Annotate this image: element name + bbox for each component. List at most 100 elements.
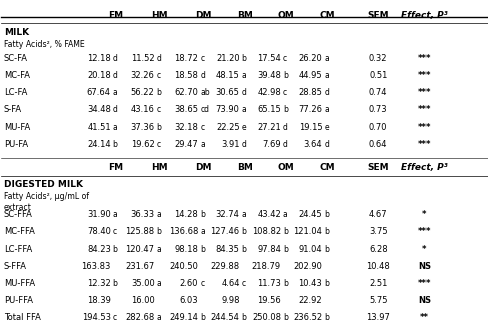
Text: ***: *** [417,123,430,131]
Text: b: b [200,210,204,219]
Text: 11.52: 11.52 [131,54,154,63]
Text: 41.51: 41.51 [87,123,111,131]
Text: b: b [200,245,204,254]
Text: BM: BM [237,11,252,20]
Text: b: b [156,88,161,97]
Text: 84.35: 84.35 [215,245,239,254]
Text: HM: HM [151,11,168,20]
Text: a: a [113,88,117,97]
Text: b: b [113,140,118,149]
Text: d: d [241,140,246,149]
Text: 2.51: 2.51 [368,279,386,288]
Text: 12.32: 12.32 [87,279,111,288]
Text: 44.95: 44.95 [298,71,322,80]
Text: b: b [283,71,287,80]
Text: 127.46: 127.46 [210,227,239,236]
Text: ***: *** [417,227,430,236]
Text: 240.50: 240.50 [169,262,198,271]
Text: 229.88: 229.88 [210,262,239,271]
Text: 19.56: 19.56 [257,296,281,305]
Text: 21.20: 21.20 [216,54,239,63]
Text: Total FFA: Total FFA [4,313,41,322]
Text: a: a [283,210,287,219]
Text: 136.68: 136.68 [168,227,198,236]
Text: 3.64: 3.64 [303,140,322,149]
Text: 11.73: 11.73 [257,279,281,288]
Text: 30.65: 30.65 [215,88,239,97]
Text: PU-FA: PU-FA [4,140,28,149]
Text: b: b [241,54,246,63]
Text: 250.08: 250.08 [251,313,281,322]
Text: a: a [156,313,161,322]
Text: 18.39: 18.39 [87,296,111,305]
Text: 43.42: 43.42 [257,210,281,219]
Text: a: a [200,227,204,236]
Text: ***: *** [417,88,430,97]
Text: NS: NS [417,262,430,271]
Text: c: c [113,313,117,322]
Text: HM: HM [151,163,168,172]
Text: 0.70: 0.70 [368,123,386,131]
Text: S-FFA: S-FFA [4,262,27,271]
Text: 67.64: 67.64 [86,88,111,97]
Text: c: c [156,140,160,149]
Text: 2.60: 2.60 [180,279,198,288]
Text: 18.72: 18.72 [174,54,198,63]
Text: a: a [324,105,328,114]
Text: Fatty Acids², % FAME: Fatty Acids², % FAME [4,39,84,48]
Text: Effect, P³: Effect, P³ [400,11,447,20]
Text: ***: *** [417,279,430,288]
Text: d: d [200,71,204,80]
Text: b: b [283,313,287,322]
Text: b: b [241,245,246,254]
Text: 32.18: 32.18 [174,123,198,131]
Text: SEM: SEM [366,11,388,20]
Text: b: b [283,105,287,114]
Text: d: d [241,88,246,97]
Text: a: a [156,245,161,254]
Text: 282.68: 282.68 [125,313,154,322]
Text: 121.04: 121.04 [293,227,322,236]
Text: MILK: MILK [4,28,29,37]
Text: 0.73: 0.73 [368,105,386,114]
Text: b: b [200,313,204,322]
Text: MC-FA: MC-FA [4,71,30,80]
Text: 13.97: 13.97 [366,313,389,322]
Text: d: d [283,123,287,131]
Text: 10.48: 10.48 [366,262,389,271]
Text: 24.45: 24.45 [298,210,322,219]
Text: NS: NS [417,296,430,305]
Text: 244.54: 244.54 [210,313,239,322]
Text: 194.53: 194.53 [81,313,111,322]
Text: 35.00: 35.00 [130,279,154,288]
Text: d: d [113,54,118,63]
Text: 48.15: 48.15 [215,71,239,80]
Text: 77.26: 77.26 [298,105,322,114]
Text: *: * [421,210,426,219]
Text: b: b [241,227,246,236]
Text: d: d [283,140,287,149]
Text: b: b [241,313,246,322]
Text: b: b [324,245,328,254]
Text: CM: CM [319,163,335,172]
Text: 29.47: 29.47 [174,140,198,149]
Text: b: b [156,227,161,236]
Text: 5.75: 5.75 [368,296,386,305]
Text: 84.23: 84.23 [87,245,111,254]
Text: a: a [156,279,161,288]
Text: 97.84: 97.84 [257,245,281,254]
Text: 231.67: 231.67 [125,262,154,271]
Text: b: b [324,313,328,322]
Text: d: d [156,54,161,63]
Text: MU-FA: MU-FA [4,123,30,131]
Text: 12.18: 12.18 [87,54,111,63]
Text: ***: *** [417,105,430,114]
Text: SEM: SEM [366,163,388,172]
Text: FM: FM [108,163,123,172]
Text: d: d [113,71,118,80]
Text: 0.64: 0.64 [368,140,386,149]
Text: 236.52: 236.52 [293,313,322,322]
Text: b: b [156,123,161,131]
Text: 19.62: 19.62 [130,140,154,149]
Text: e: e [241,123,245,131]
